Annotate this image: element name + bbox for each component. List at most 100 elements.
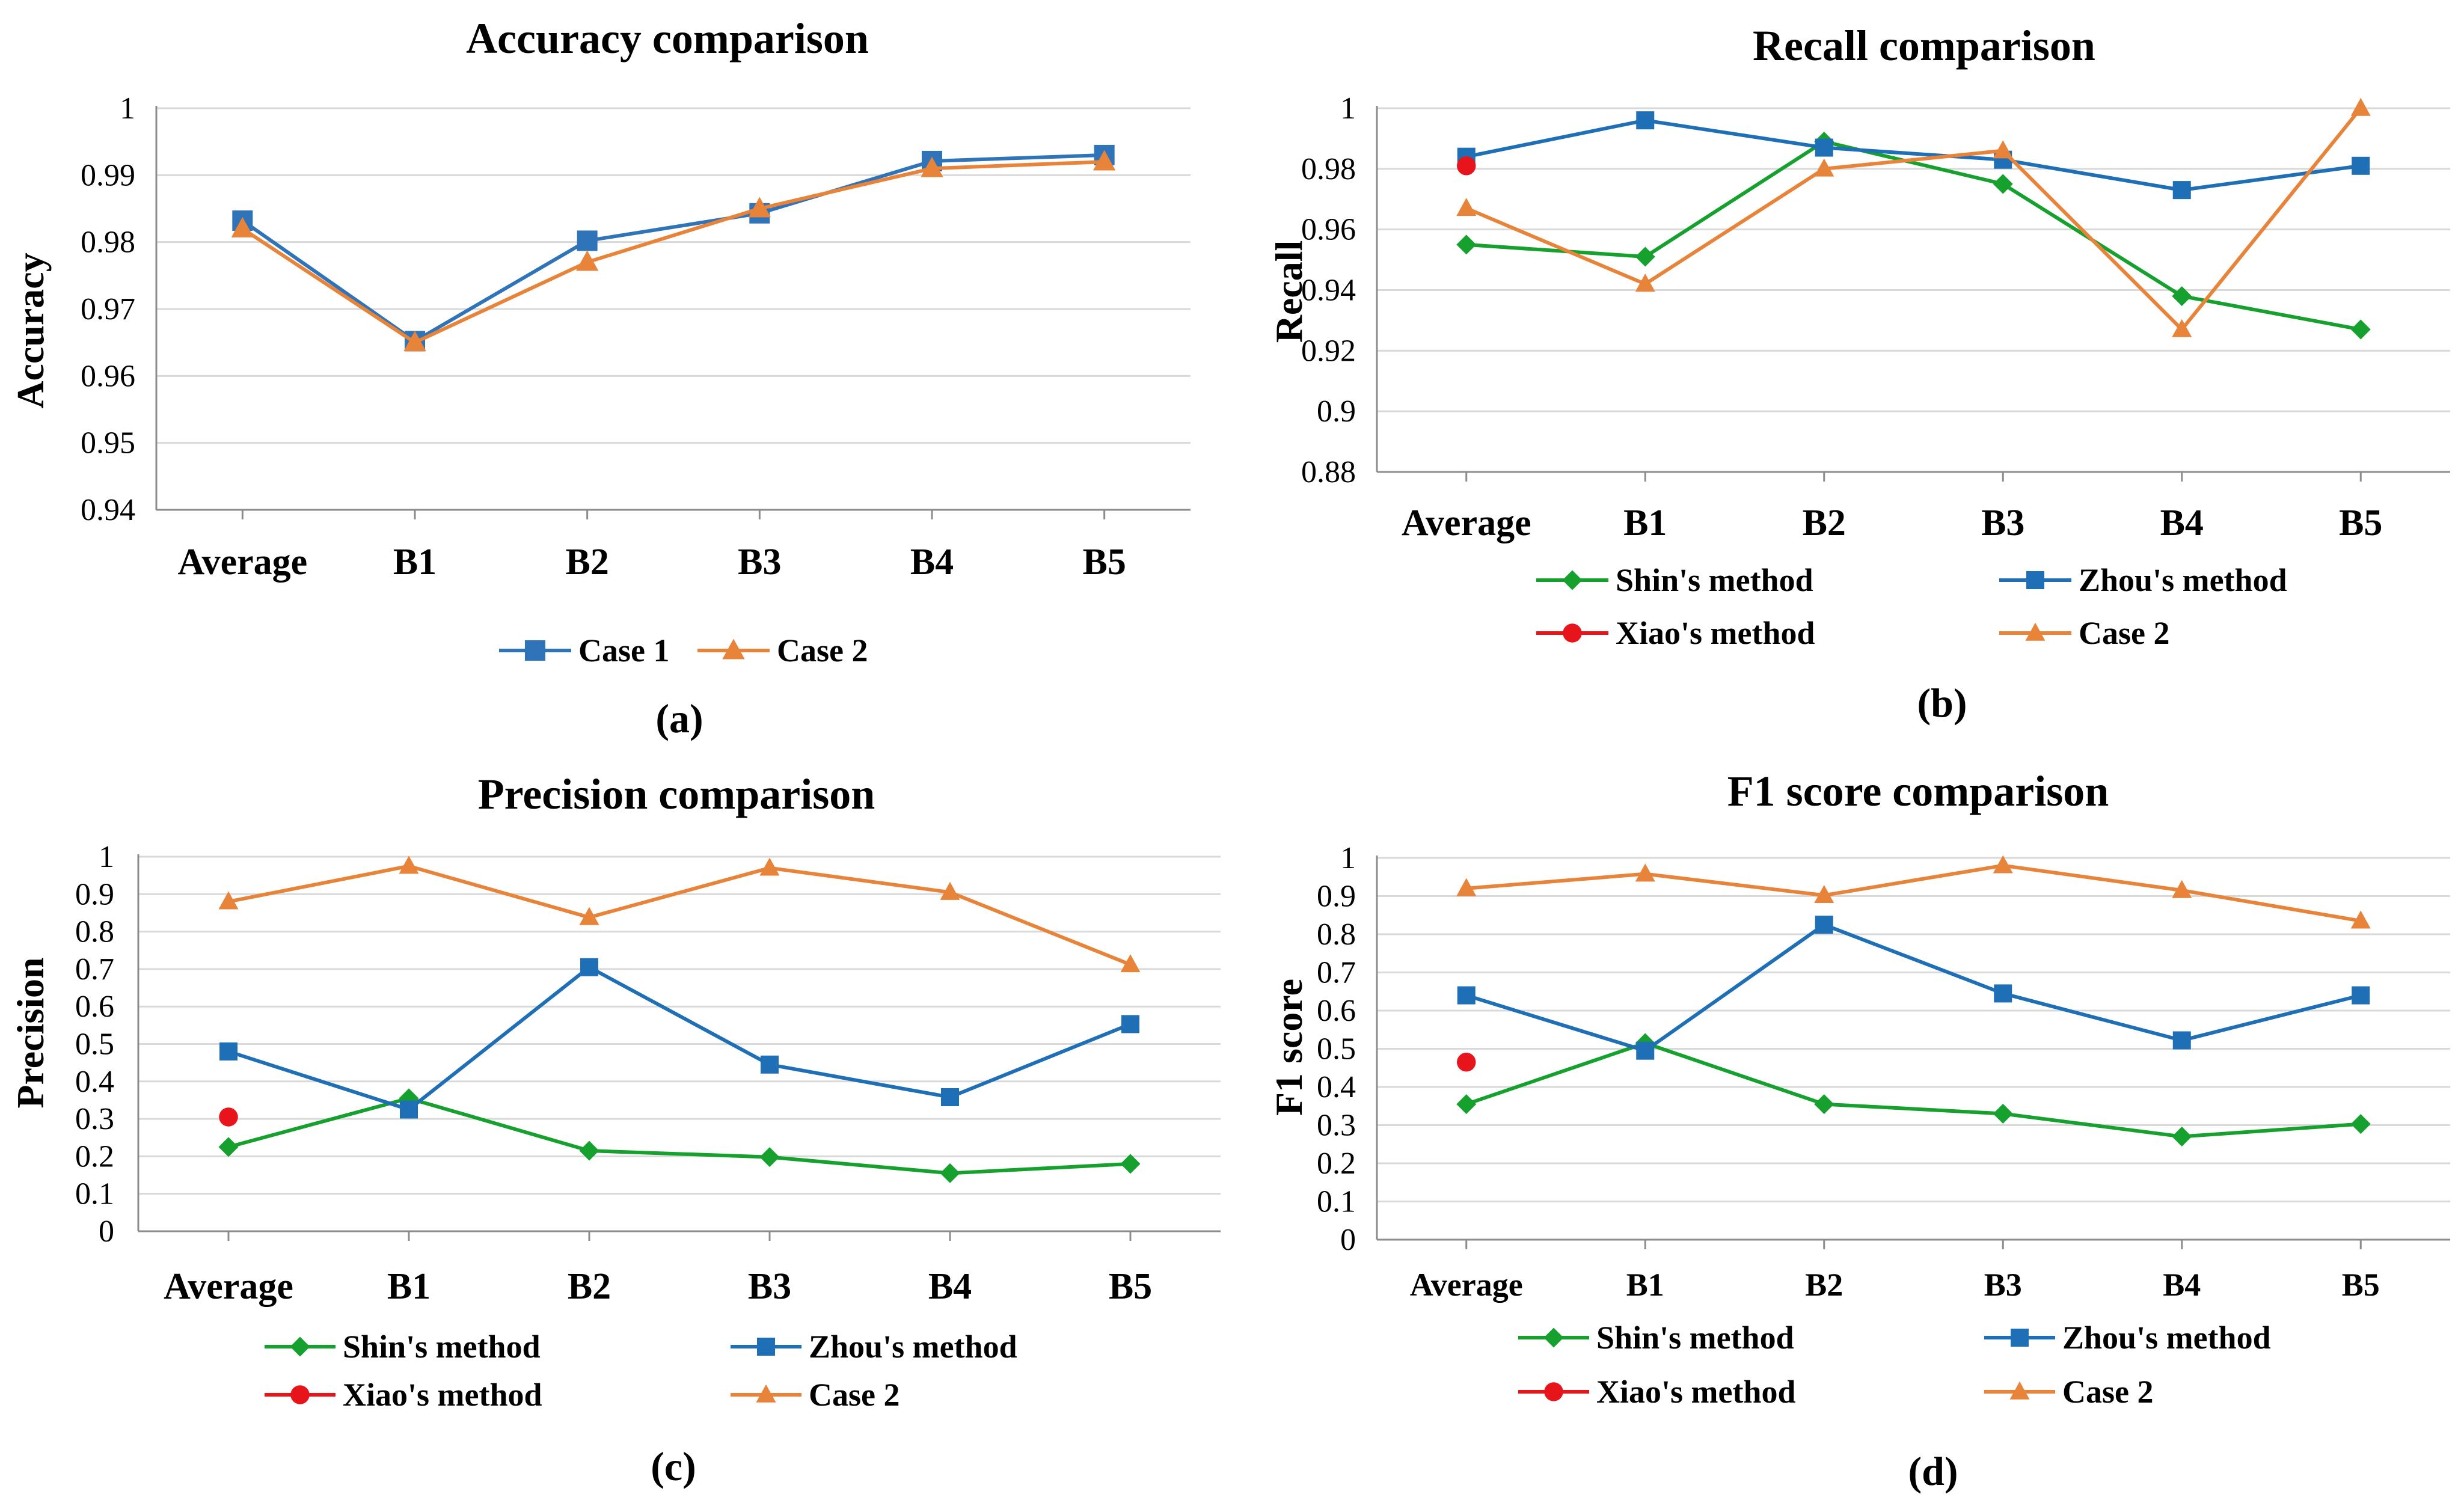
chart-title: Recall comparison xyxy=(1753,22,2095,70)
y-tick-label: 0.99 xyxy=(81,158,135,192)
legend-label: Xiao's method xyxy=(1616,615,1815,651)
y-tick-label: 0.96 xyxy=(1301,213,1356,247)
y-tick-label: 0.6 xyxy=(1317,994,1356,1028)
x-tick-labels: Average B1 B2 B3 B4 B5 xyxy=(164,1266,1152,1307)
y-tick-label: 1 xyxy=(1340,841,1356,875)
data-point xyxy=(1635,274,1655,292)
y-axis-label: F1 score xyxy=(1267,979,1310,1116)
data-point xyxy=(403,331,426,352)
series-line xyxy=(1466,118,2361,192)
y-tick-label: 0.94 xyxy=(1301,274,1356,308)
x-tick-labels: Average B1 B2 B3 B4 B5 xyxy=(177,542,1126,583)
legend-marker xyxy=(2011,1329,2029,1347)
data-point xyxy=(575,250,599,271)
data-point xyxy=(1120,1154,1141,1174)
y-tick-label: 0.96 xyxy=(81,359,135,393)
legend-label: Shin's method xyxy=(1596,1320,1794,1356)
y-tick-label: 0.5 xyxy=(1317,1032,1356,1067)
y-tick-label: 0.98 xyxy=(81,225,135,260)
y-tick-label: 0.4 xyxy=(75,1065,114,1099)
series-shin-s-method xyxy=(218,1088,1141,1183)
y-tick-label: 0.7 xyxy=(75,952,114,987)
y-tick-label: 0.98 xyxy=(1301,152,1356,186)
legend-label: Case 2 xyxy=(2062,1374,2153,1410)
y-tick-labels: 00.10.20.30.40.50.60.70.80.91 xyxy=(75,840,114,1249)
x-tick-label: B4 xyxy=(2163,1267,2201,1303)
gridlines xyxy=(138,856,1221,1195)
data-point xyxy=(218,891,239,910)
data-point xyxy=(1815,138,1833,157)
legend-entry: Xiao's method xyxy=(1518,1374,1796,1410)
y-tick-label: 0.7 xyxy=(1317,956,1356,990)
series-xiao-s-method xyxy=(219,1107,238,1127)
series-line xyxy=(241,160,1105,344)
data-point xyxy=(1636,1041,1655,1060)
legend-marker xyxy=(2009,1381,2030,1400)
x-tick-label: B5 xyxy=(1082,542,1126,583)
y-tick-label: 0.3 xyxy=(1317,1109,1356,1143)
data-point xyxy=(1456,234,1477,255)
data-point xyxy=(1814,884,1834,903)
data-point xyxy=(940,881,960,900)
y-tick-label: 1 xyxy=(1340,91,1356,126)
data-point xyxy=(1815,916,1833,934)
data-point xyxy=(2172,880,2192,898)
chart-title: F1 score comparison xyxy=(1727,767,2109,815)
data-point xyxy=(1457,1052,1476,1072)
legend-entry: Case 2 xyxy=(697,632,868,669)
y-tick-label: 0 xyxy=(1340,1223,1356,1257)
x-tick-label: Average xyxy=(164,1266,293,1307)
y-tick-labels: 0.94 0.95 0.96 0.97 0.98 0.99 1 xyxy=(81,91,135,527)
legend-label: Case 2 xyxy=(809,1377,899,1413)
y-tick-label: 0 xyxy=(99,1214,114,1249)
legend-entry: Zhou's method xyxy=(1984,1320,2271,1356)
y-axis-label: Accuracy xyxy=(9,253,52,408)
data-point xyxy=(1456,1094,1477,1115)
gridlines xyxy=(1377,107,2450,412)
data-point xyxy=(941,1088,959,1106)
data-point xyxy=(1456,878,1477,896)
legend-marker xyxy=(525,640,545,661)
accuracy-chart: Accuracy comparison Accuracy (a) 0.940.9… xyxy=(9,14,1191,741)
f1-score-chart: F1 score comparison F1 score (d) 0 0.1 0.2… xyxy=(1267,767,2450,1494)
series-line xyxy=(1466,139,2361,331)
legend-label: Zhou's method xyxy=(809,1329,1017,1365)
x-tick-label: B3 xyxy=(738,542,781,583)
data-point xyxy=(761,1055,779,1074)
legend-label: Case 2 xyxy=(2079,615,2169,651)
series-case-2 xyxy=(1456,97,2371,337)
series-line xyxy=(228,965,1132,1112)
chart-title: Accuracy comparison xyxy=(466,14,869,63)
y-tick-label: 0.94 xyxy=(81,493,135,527)
legend-marker xyxy=(722,638,745,660)
data-point xyxy=(748,197,771,218)
legend-label: Shin's method xyxy=(343,1329,541,1365)
legend-label: Zhou's method xyxy=(2062,1320,2271,1356)
series-zhou-s-method xyxy=(219,958,1139,1119)
legend-entry: Shin's method xyxy=(1518,1320,1794,1356)
data-point xyxy=(2350,1114,2371,1134)
y-tick-label: 0.92 xyxy=(1301,334,1356,368)
legend-entry: Shin's method xyxy=(1536,562,1813,598)
legend-entry: Shin's method xyxy=(265,1329,541,1365)
x-tick-label: B4 xyxy=(928,1266,972,1307)
legend-entry: Case 2 xyxy=(1984,1374,2153,1410)
data-point xyxy=(218,1137,239,1157)
y-tick-labels: 00.10.20.30.40.50.60.70.80.91 xyxy=(1317,841,1356,1257)
legend-label: Case 2 xyxy=(777,632,868,669)
precision-chart: Precision comparison Precision (c) 00.10… xyxy=(9,770,1221,1489)
y-tick-label: 0.1 xyxy=(75,1177,114,1211)
legend-marker xyxy=(1563,623,1582,643)
data-point xyxy=(2350,97,2371,116)
x-tick-labels: Average B1 B2 B3 B4 B5 xyxy=(1410,1267,2380,1303)
data-point xyxy=(921,156,943,177)
data-point xyxy=(2350,910,2371,929)
series-line xyxy=(228,1096,1131,1175)
legend-entry: Xiao's method xyxy=(265,1377,542,1413)
legend-entry: Zhou's method xyxy=(731,1329,1017,1365)
legend-marker xyxy=(756,1384,776,1403)
data-point xyxy=(219,1042,238,1061)
y-tick-label: 1 xyxy=(120,91,135,126)
y-tick-label: 0.9 xyxy=(1317,394,1356,429)
